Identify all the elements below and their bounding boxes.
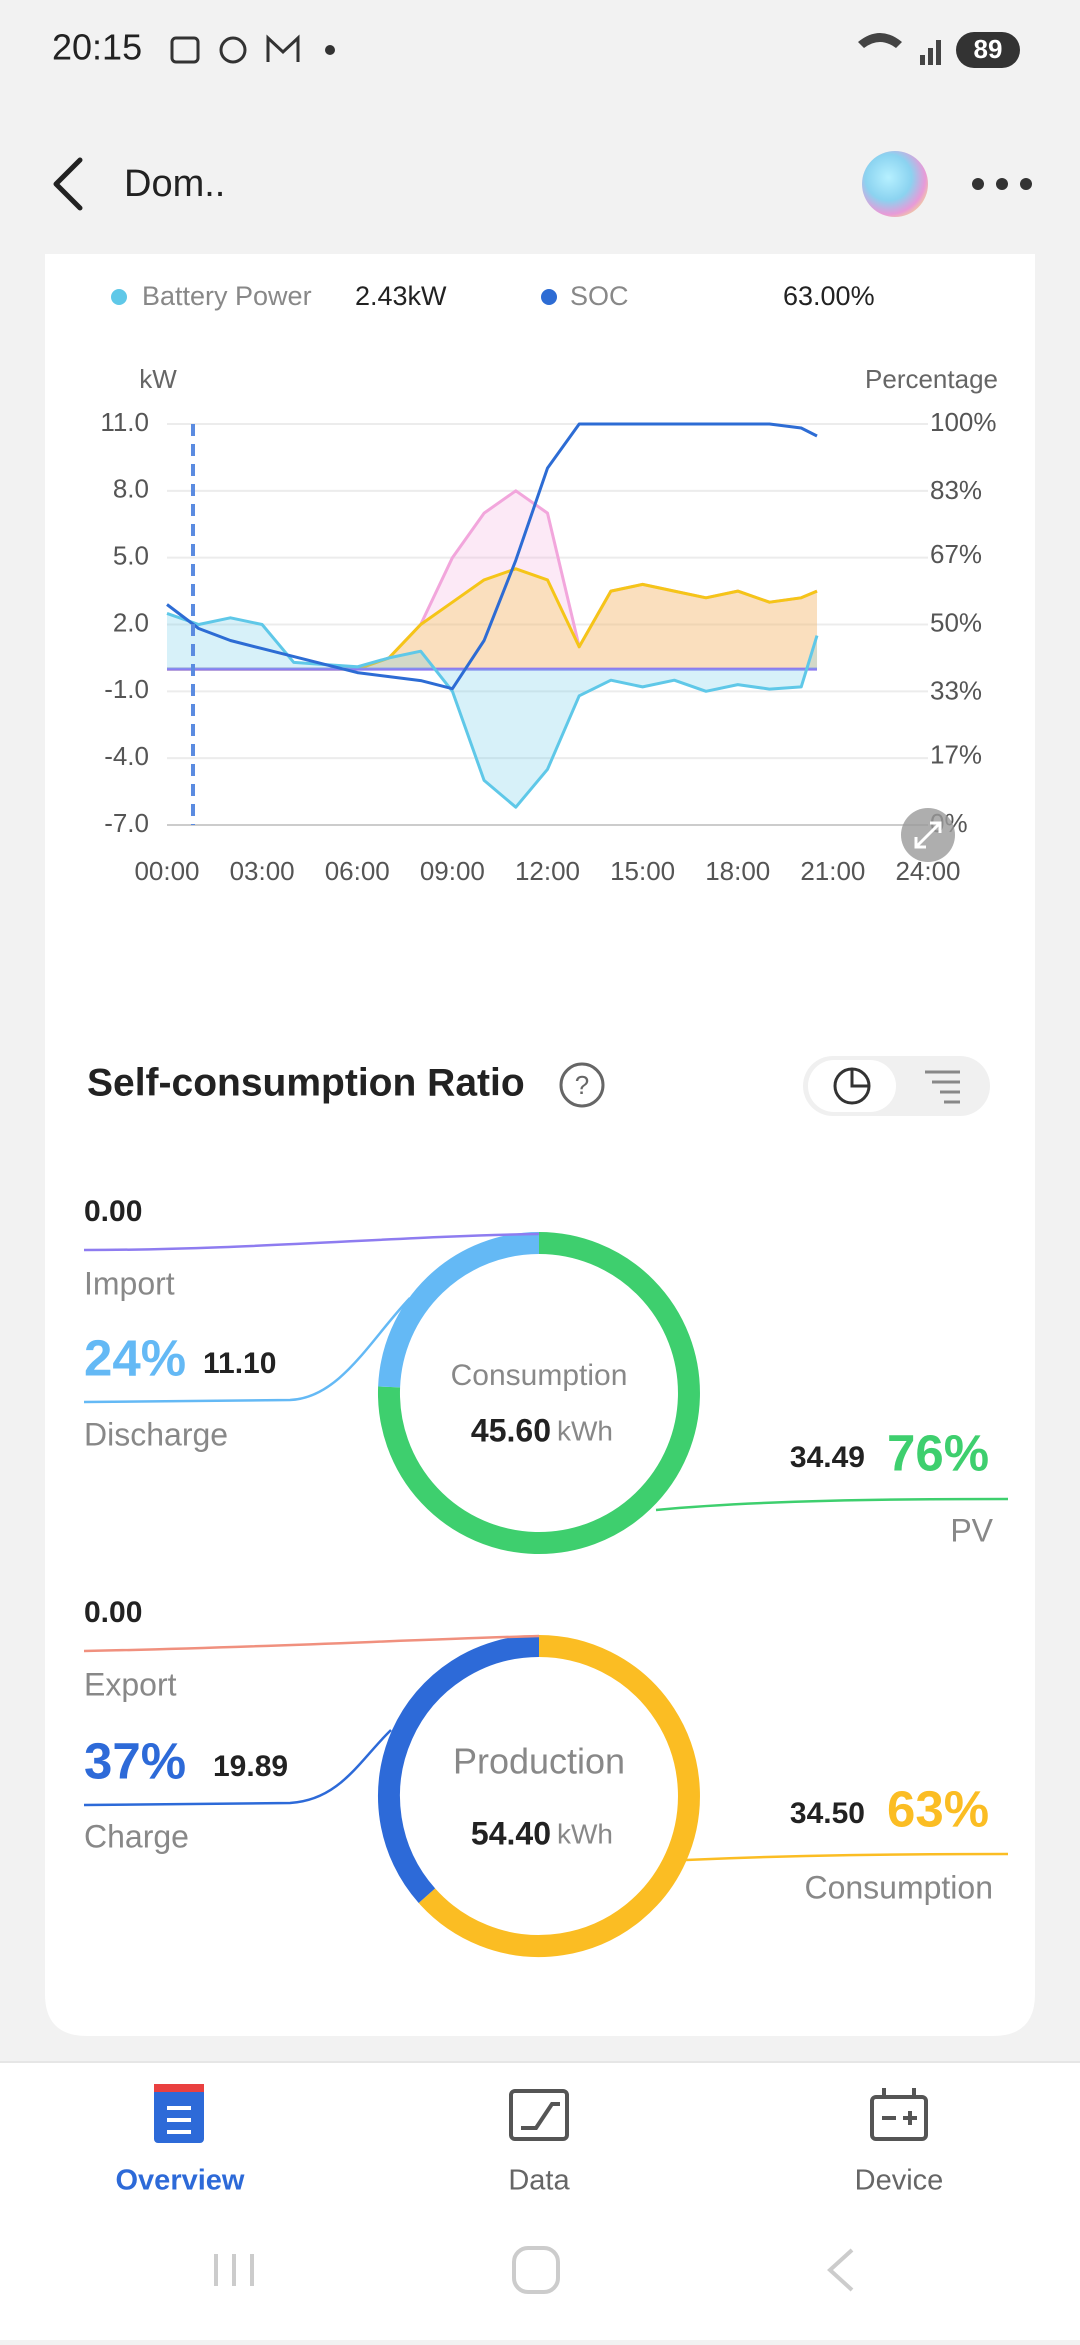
x-tick-label: 18:00 [705,856,770,886]
donut-segment [418,1635,700,1957]
segment-percent: 76% [887,1424,989,1481]
leader-line [83,1232,540,1252]
x-tick-label: 03:00 [230,856,295,886]
leader-line [83,1729,392,1807]
segment-percent: 37% [84,1732,186,1789]
segment-name: Consumption [804,1869,993,1905]
segment-percent: 24% [84,1329,186,1386]
donut-unit: kWh [557,1818,613,1849]
leader-line [685,1852,1009,1862]
list-view-button[interactable] [925,1070,960,1104]
overview-icon [154,2084,204,2143]
help-mark: ? [575,1070,589,1100]
y-tick-label: 11.0 [100,407,149,437]
y2-tick-label: 67% [930,539,982,569]
y-tick-label: -4.0 [104,741,149,771]
legend-value: 2.43kW [355,281,447,311]
battery-badge [956,32,1020,68]
donut-unit: kWh [557,1415,613,1446]
segment-value: 34.50 [790,1797,865,1830]
legend-label: Battery Power [142,281,312,311]
donut-center-label: Production [453,1741,625,1782]
segment-value: 11.10 [203,1347,276,1380]
leader-line [83,1634,540,1653]
y2-tick-label: 100% [930,407,997,437]
status-time: 20:15 [52,27,142,68]
y-axis-title: kW [139,364,177,394]
y2-axis-title: Percentage [865,364,998,394]
nav-label[interactable]: Device [855,2165,944,2197]
y2-tick-label: 83% [930,475,982,505]
nav-label[interactable]: Data [508,2165,570,2197]
donut-total: 54.40 [471,1815,551,1851]
segment-name: PV [950,1512,993,1548]
help-icon[interactable] [559,1062,605,1108]
segment-name: Charge [84,1818,189,1854]
y-tick-label: 8.0 [113,474,149,504]
y-tick-label: -7.0 [104,808,149,838]
segment-value: 19.89 [213,1750,288,1783]
donut-segment [377,1635,540,1904]
donut-segment [378,1232,540,1388]
series-line [166,422,818,691]
y2-tick-label: 33% [930,676,982,706]
segment-name: Import [84,1265,175,1301]
segment-name: Export [84,1666,177,1702]
x-tick-label: 15:00 [610,856,675,886]
y2-tick-label: 17% [930,740,982,770]
expand-icon [914,821,942,849]
area-fill [167,490,818,670]
leader-line [83,1297,411,1404]
device-icon [870,2088,928,2141]
x-tick-label: 12:00 [515,856,580,886]
system-nav [214,2246,854,2294]
segment-name: Discharge [84,1416,228,1452]
segment-value: 0.00 [84,1195,142,1228]
avatar[interactable] [862,151,928,217]
status-icons [170,34,300,64]
area-fill [167,613,818,808]
series-line [166,611,819,809]
status-dot [325,45,335,55]
back-button[interactable] [53,157,83,211]
y-tick-label: 5.0 [113,541,149,571]
donut-segment [378,1232,700,1554]
x-tick-label: 09:00 [420,856,485,886]
card [45,254,1035,2036]
segment-value: 34.49 [790,1441,865,1474]
pie-icon [833,1067,871,1105]
header-title: Dom.. [124,163,225,205]
section-title: Self-consumption Ratio [87,1061,525,1104]
legend-value: 63.00% [783,281,875,311]
donut-total: 45.60 [471,1412,551,1448]
x-tick-label: 06:00 [325,856,390,886]
donut-center-label: Consumption [451,1359,628,1392]
segment-value: 0.00 [84,1596,142,1629]
y-tick-label: 2.0 [113,607,149,637]
legend-dot [541,289,557,305]
leader-line [655,1497,1009,1512]
segment-percent: 63% [887,1780,989,1837]
legend-dot [111,289,127,305]
y-tick-label: -1.0 [104,674,149,704]
data-icon [509,2089,569,2141]
x-tick-label: 21:00 [800,856,865,886]
more-button[interactable] [972,178,1032,190]
signal-icons [858,33,941,65]
x-tick-label: 00:00 [134,856,199,886]
nav-label[interactable]: Overview [116,2165,245,2197]
legend-label: SOC [570,281,629,311]
battery-level: 89 [974,34,1003,64]
y2-tick-label: 50% [930,607,982,637]
